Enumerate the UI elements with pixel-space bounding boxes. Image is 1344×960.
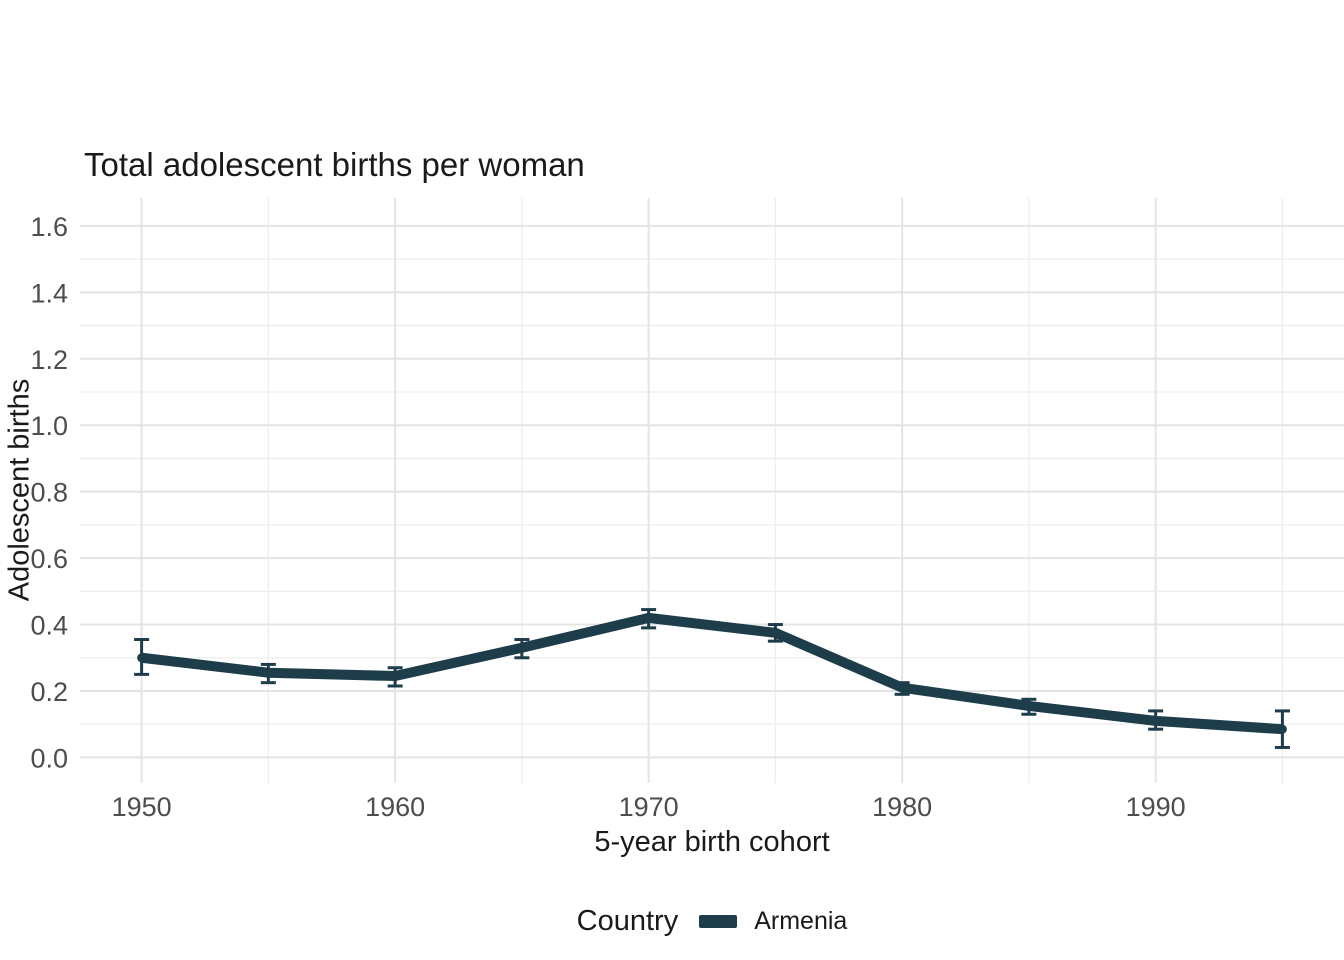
data-point <box>644 613 654 623</box>
data-point <box>517 643 527 653</box>
x-axis-title: 5-year birth cohort <box>594 826 830 858</box>
data-point <box>137 653 147 663</box>
data-point <box>1277 724 1287 734</box>
y-tick-label: 1.6 <box>30 212 68 242</box>
data-point <box>1151 716 1161 726</box>
y-tick-label: 0.6 <box>30 544 68 574</box>
data-point <box>897 683 907 693</box>
data-point <box>770 628 780 638</box>
x-tick-label: 1990 <box>1126 792 1186 822</box>
y-tick-label: 1.2 <box>30 345 68 375</box>
y-tick-label: 0.4 <box>30 611 68 641</box>
legend-swatch-armenia <box>699 914 738 928</box>
chart-title: Total adolescent births per woman <box>84 146 585 183</box>
series-line-armenia <box>141 612 1283 735</box>
x-tick-label: 1960 <box>365 792 425 822</box>
x-tick-label: 1970 <box>619 792 679 822</box>
y-tick-label: 1.0 <box>30 411 68 441</box>
y-tick-label: 1.4 <box>30 278 68 308</box>
x-tick-label: 1950 <box>112 792 172 822</box>
legend: Country Armenia <box>80 903 1344 939</box>
data-point <box>390 671 400 681</box>
y-tick-label: 0.2 <box>30 677 68 707</box>
data-point <box>1024 701 1034 711</box>
y-tick-label: 0.8 <box>30 478 68 508</box>
legend-label-armenia: Armenia <box>754 906 848 935</box>
x-tick-label: 1980 <box>872 792 932 822</box>
data-point <box>263 668 273 678</box>
y-tick-label: 0.0 <box>30 743 68 773</box>
legend-title: Country <box>576 904 679 937</box>
